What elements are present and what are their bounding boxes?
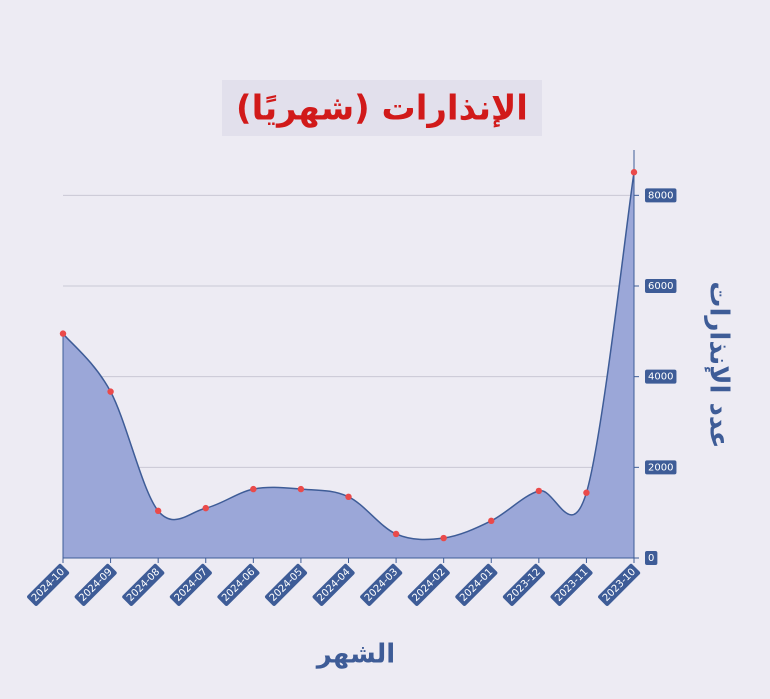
x-tick-box xyxy=(455,563,498,606)
line xyxy=(62,172,635,541)
y-tick-box xyxy=(645,279,677,293)
y-tick-box xyxy=(645,551,658,565)
x-tick-box xyxy=(407,563,450,606)
point xyxy=(59,330,67,337)
area xyxy=(63,172,634,559)
point xyxy=(535,487,543,495)
point xyxy=(154,507,162,515)
y-tick-label: 4000 xyxy=(648,372,673,383)
x-tick-box xyxy=(360,563,403,606)
x-tick-box xyxy=(312,563,355,606)
x-axis-label: الشهر xyxy=(315,640,395,670)
point xyxy=(345,493,352,500)
point xyxy=(202,504,209,512)
x-tick-box xyxy=(217,563,260,606)
y-tick-box xyxy=(645,188,677,203)
chart-title: الإنذارات (شهريًا) xyxy=(236,89,528,129)
point xyxy=(107,388,114,395)
y-axis-label: عدد الإنذارات xyxy=(704,281,734,448)
x-tick-box xyxy=(598,563,641,606)
x-tick-box xyxy=(122,563,165,606)
point xyxy=(630,169,638,176)
title-box xyxy=(222,80,542,136)
y-tick-box xyxy=(645,460,677,475)
x-tick-box xyxy=(74,563,117,606)
y-tick-label: 0 xyxy=(648,553,654,564)
y-tick-label: 8000 xyxy=(648,190,673,201)
point xyxy=(392,530,400,538)
y-tick-label: 2000 xyxy=(648,462,673,473)
point xyxy=(297,485,305,493)
point xyxy=(583,489,590,496)
point xyxy=(440,534,447,542)
x-tick-box xyxy=(264,563,308,606)
y-tick-box xyxy=(645,369,677,384)
point xyxy=(488,517,495,525)
x-tick-box xyxy=(27,563,70,606)
point xyxy=(250,485,257,493)
x-tick-box xyxy=(502,563,545,606)
y-tick-label: 6000 xyxy=(648,281,673,292)
x-tick-box xyxy=(550,563,593,606)
x-tick-box xyxy=(169,563,212,606)
